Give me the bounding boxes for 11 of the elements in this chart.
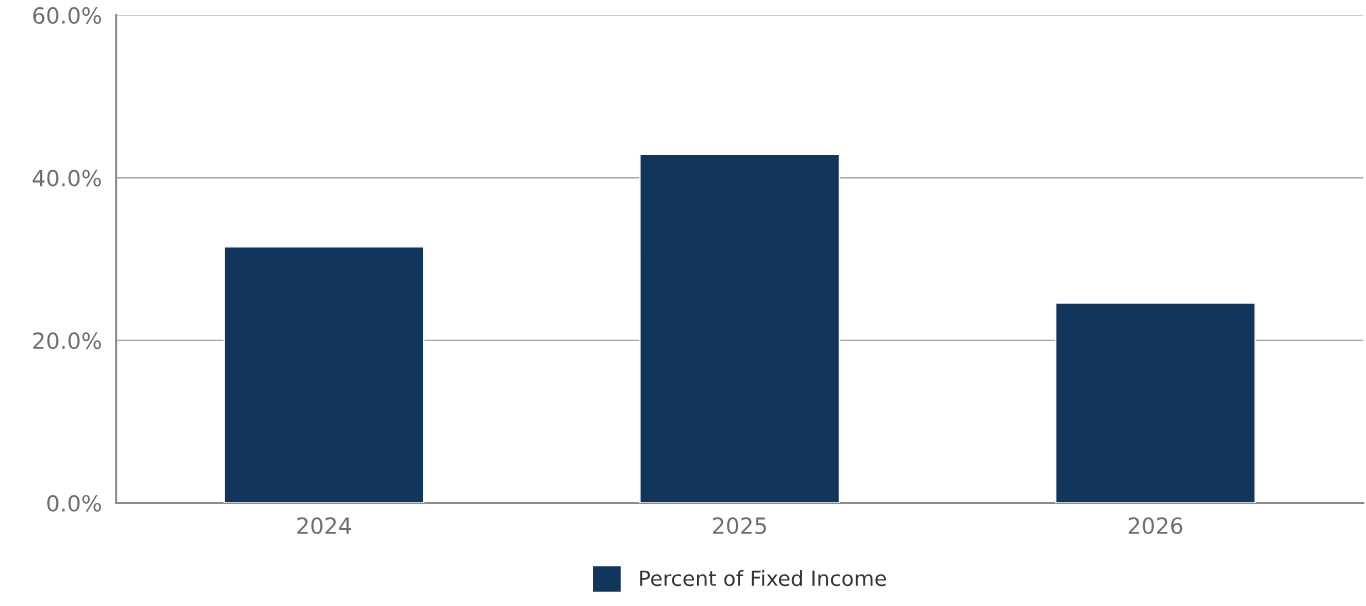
bar xyxy=(639,153,841,503)
y-tick-label: 40.0% xyxy=(32,169,101,187)
x-tick-label: 2025 xyxy=(713,517,767,535)
x-tick-label: 2026 xyxy=(1128,517,1183,535)
bar xyxy=(1054,302,1256,503)
bar xyxy=(223,246,425,503)
legend-label: Percent of Fixed Income xyxy=(640,570,886,587)
x-tick-label: 2024 xyxy=(297,517,351,535)
y-tick-label: 60.0% xyxy=(33,7,101,24)
y-tick-label: 20.0% xyxy=(33,332,101,350)
y-tick-label: 0.0% xyxy=(47,494,101,512)
